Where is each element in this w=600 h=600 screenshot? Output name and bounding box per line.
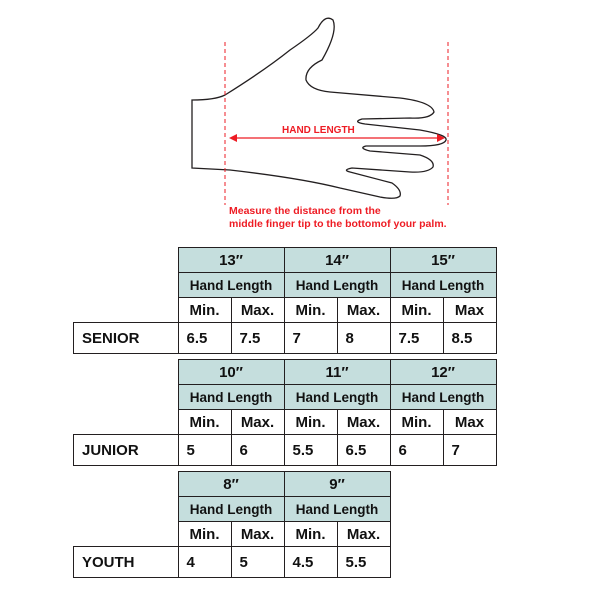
min-header: Min.	[389, 297, 444, 323]
arrow-head-left-icon	[229, 134, 237, 142]
size-header: 15″	[389, 247, 497, 273]
max-value: 5	[230, 546, 285, 578]
group-label: SENIOR	[73, 322, 179, 354]
min-value: 5	[177, 434, 232, 466]
size-table-youth: 8″ 9″ Hand Length Hand Length Min. Max. Min. Ma…	[73, 471, 391, 578]
size-header: 13″	[177, 247, 285, 273]
hand-length-header: Hand Length	[283, 384, 391, 410]
arrow-head-right-icon	[437, 134, 445, 142]
min-header: Min.	[283, 521, 338, 547]
max-header: Max.	[230, 521, 285, 547]
hand-length-header: Hand Length	[389, 384, 497, 410]
hand-length-header: Hand Length	[389, 272, 497, 298]
max-header: Max.	[230, 409, 285, 435]
max-header: Max	[442, 409, 497, 435]
min-value: 4	[177, 546, 232, 578]
min-header: Min.	[283, 297, 338, 323]
size-table-junior: 10″ 11″ 12″ Hand Length Hand Length Hand Leng…	[73, 359, 497, 466]
hand-length-header: Hand Length	[283, 496, 391, 522]
group-label: YOUTH	[73, 546, 179, 578]
size-header: 10″	[177, 359, 285, 385]
max-value: 8	[336, 322, 391, 354]
hand-length-header: Hand Length	[177, 272, 285, 298]
size-header: 11″	[283, 359, 391, 385]
measure-label: HAND LENGTH	[282, 125, 355, 136]
min-header: Min.	[283, 409, 338, 435]
min-header: Min.	[177, 297, 232, 323]
min-value: 5.5	[283, 434, 338, 466]
min-value: 6	[389, 434, 444, 466]
hand-length-header: Hand Length	[177, 496, 285, 522]
size-header: 14″	[283, 247, 391, 273]
hand-length-header: Hand Length	[283, 272, 391, 298]
size-header: 12″	[389, 359, 497, 385]
note-line-2: middle finger tip to the bottomof your p…	[229, 218, 447, 230]
min-value: 7.5	[389, 322, 444, 354]
max-value: 5.5	[336, 546, 391, 578]
measure-note: Measure the distance from the middle fin…	[229, 205, 447, 231]
min-header: Min.	[389, 409, 444, 435]
min-header: Min.	[177, 409, 232, 435]
max-header: Max.	[336, 297, 391, 323]
max-header: Max	[442, 297, 497, 323]
size-header: 8″	[177, 471, 285, 497]
size-table-senior: 13″ 14″ 15″ Hand Length Hand Length Hand Leng…	[73, 247, 497, 354]
min-value: 6.5	[177, 322, 232, 354]
note-line-1: Measure the distance from the	[229, 205, 381, 217]
max-value: 6	[230, 434, 285, 466]
max-value: 7	[442, 434, 497, 466]
min-value: 4.5	[283, 546, 338, 578]
max-value: 6.5	[336, 434, 391, 466]
min-header: Min.	[177, 521, 232, 547]
hand-diagram: HAND LENGTH	[191, 17, 449, 205]
max-header: Max.	[336, 409, 391, 435]
group-label: JUNIOR	[73, 434, 179, 466]
hand-outline	[191, 17, 447, 199]
max-value: 8.5	[442, 322, 497, 354]
hand-length-header: Hand Length	[177, 384, 285, 410]
max-value: 7.5	[230, 322, 285, 354]
min-value: 7	[283, 322, 338, 354]
max-header: Max.	[230, 297, 285, 323]
max-header: Max.	[336, 521, 391, 547]
size-header: 9″	[283, 471, 391, 497]
